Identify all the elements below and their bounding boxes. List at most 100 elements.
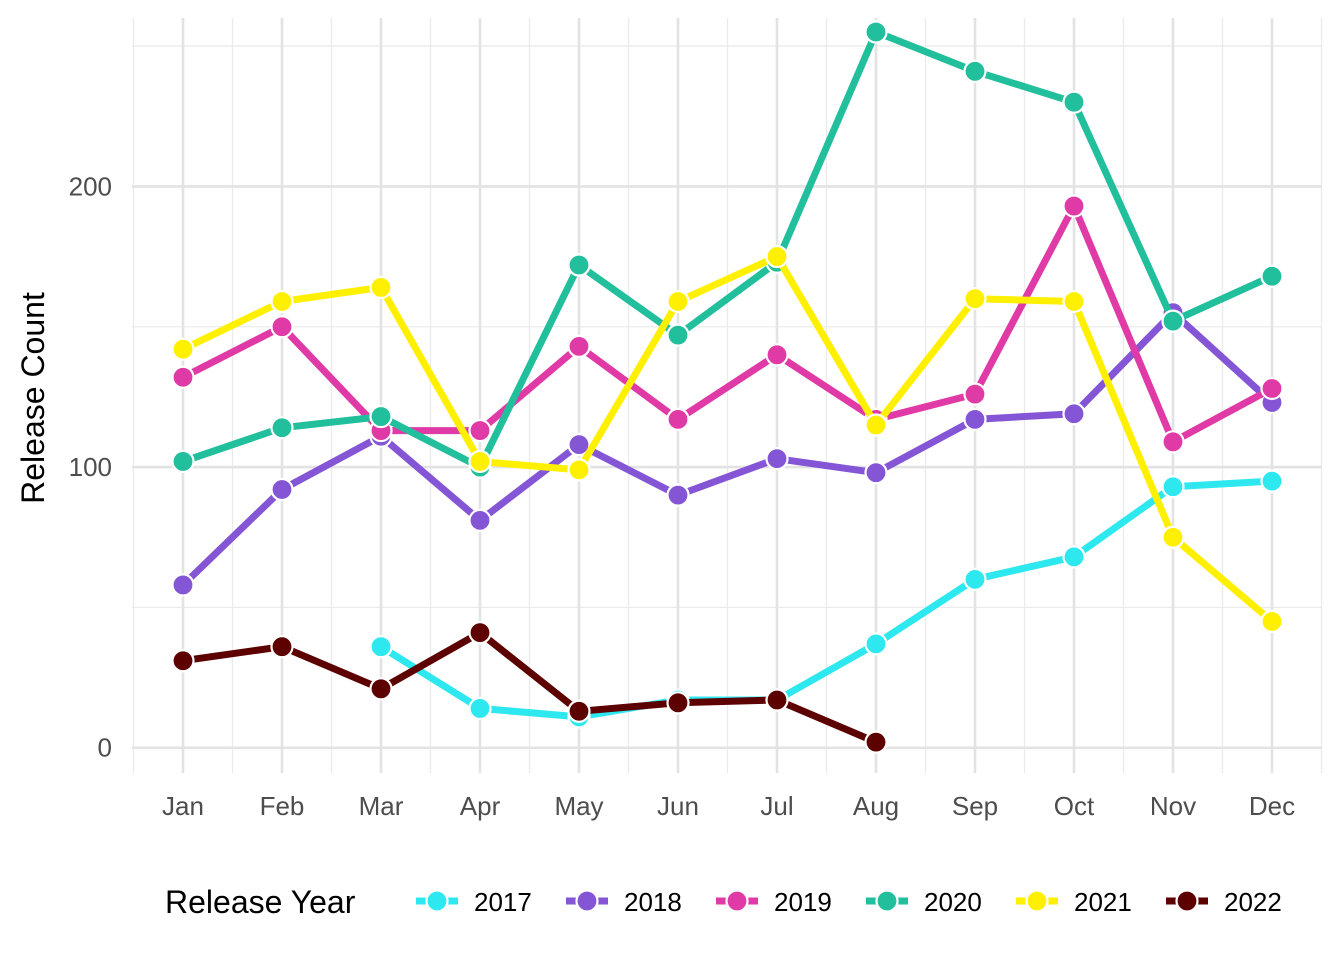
axes: Release Count 0 100 200 Jan Feb Mar Apr May Jun J… (15, 171, 1295, 821)
data-point-2021-Mar (369, 275, 393, 300)
y-tick-label: 0 (98, 733, 112, 763)
data-point-2020-Feb (270, 416, 294, 440)
data-point-2019-Jun (666, 407, 690, 431)
data-point-2017-Sep (963, 567, 987, 591)
data-point-2021-Nov (1161, 525, 1185, 549)
legend-item-2019: 2019 (716, 887, 832, 917)
data-point-2021-Jun (666, 289, 690, 314)
legend: Release Year 2017 2018 2019 2020 2021 2022 (165, 884, 1282, 920)
data-point-2019-Dec (1260, 376, 1284, 401)
data-point-2018-Jan (171, 573, 195, 597)
data-point-2019-Jan (171, 365, 195, 389)
data-point-2019-Oct (1062, 194, 1086, 218)
data-point-2021-Aug (864, 413, 888, 437)
legend-label: 2017 (474, 887, 532, 917)
series-line-2021 (181, 253, 1275, 625)
data-point-2018-Jun (666, 483, 690, 507)
legend-item-2021: 2021 (1016, 887, 1132, 917)
legend-label: 2020 (924, 887, 982, 917)
legend-item-2017: 2017 (416, 887, 532, 917)
x-tick-label: Jan (162, 791, 204, 821)
series-line-2019 (181, 202, 1274, 446)
data-point-2018-Aug (864, 461, 888, 485)
data-point-2017-Oct (1062, 545, 1086, 569)
data-point-2022-Apr (468, 621, 492, 645)
data-point-2021-Jan (171, 337, 195, 361)
data-point-2019-Feb (270, 315, 294, 339)
data-point-2018-Apr (468, 508, 492, 532)
series-line-2020 (181, 28, 1274, 471)
x-tick-label: Aug (853, 791, 899, 821)
legend-item-2022: 2022 (1166, 887, 1282, 917)
y-tick-label: 100 (69, 452, 112, 482)
data-point-2020-Jan (171, 449, 195, 474)
x-tick-label: Nov (1150, 791, 1196, 821)
series-line-2018 (180, 309, 1275, 588)
data-point-2019-May (567, 334, 591, 358)
series-2021 (171, 244, 1284, 634)
data-point-2021-Apr (468, 449, 492, 474)
data-point-2020-Sep (963, 59, 987, 83)
data-point-2021-Sep (963, 287, 987, 311)
y-tick-label: 200 (69, 171, 112, 201)
legend-label: 2018 (624, 887, 682, 917)
series-2022 (171, 621, 888, 754)
data-point-2018-Feb (270, 477, 294, 502)
data-point-2022-May (567, 699, 591, 723)
series-line-2017 (379, 477, 1273, 721)
data-point-2018-Sep (963, 407, 987, 431)
data-point-2022-Feb (270, 635, 294, 659)
data-point-2019-Sep (963, 382, 987, 406)
data-point-2018-May (567, 433, 591, 457)
data-point-2021-Feb (270, 289, 294, 314)
data-point-2017-Nov (1161, 475, 1185, 499)
x-tick-label: Feb (260, 791, 305, 821)
legend-title: Release Year (165, 884, 356, 920)
data-point-2020-Nov (1161, 309, 1185, 333)
data-point-2020-Mar (369, 404, 393, 429)
data-point-2017-Apr (468, 696, 492, 721)
legend-label: 2019 (774, 887, 832, 917)
data-point-2019-Nov (1161, 430, 1185, 454)
data-point-2018-Oct (1062, 402, 1086, 426)
data-point-2022-Jul (765, 688, 789, 712)
x-tick-label: Dec (1249, 791, 1295, 821)
data-point-2020-Aug (864, 20, 888, 44)
x-tick-label: Jun (657, 791, 699, 821)
data-point-2020-Oct (1062, 90, 1086, 114)
data-point-2020-Jun (666, 323, 690, 347)
data-point-2022-Jan (171, 649, 195, 673)
legend-key-point (1175, 889, 1199, 913)
series-line-2022 (182, 629, 878, 746)
data-point-2017-Dec (1260, 469, 1284, 493)
data-point-2017-Mar (369, 635, 393, 659)
data-point-2021-Dec (1260, 609, 1284, 634)
data-point-2022-Mar (369, 677, 393, 701)
legend-key-point (1025, 889, 1049, 913)
data-point-2019-Jul (765, 343, 789, 367)
legend-item-2020: 2020 (866, 887, 982, 917)
data-point-2020-Dec (1260, 264, 1284, 288)
data-point-2022-Aug (864, 730, 888, 754)
x-tick-label: Oct (1054, 791, 1095, 821)
data-point-2020-May (567, 253, 591, 277)
data-point-2019-Apr (468, 418, 492, 443)
data-point-2021-Jul (765, 244, 789, 269)
legend-key-point (725, 889, 749, 913)
y-axis-label: Release Count (15, 292, 51, 504)
legend-key-point (425, 889, 449, 913)
data-point-2022-Jun (666, 691, 690, 715)
data-point-2018-Jul (765, 447, 789, 471)
x-tick-label: Jul (760, 791, 793, 821)
legend-label: 2021 (1074, 887, 1132, 917)
x-tick-label: Mar (359, 791, 404, 821)
x-tick-label: Apr (460, 791, 501, 821)
x-tick-label: Sep (952, 791, 998, 821)
data-point-2021-May (567, 458, 591, 482)
legend-item-2018: 2018 (566, 887, 682, 917)
data-point-2021-Oct (1062, 289, 1086, 314)
legend-label: 2022 (1224, 887, 1282, 917)
x-tick-label: May (554, 791, 603, 821)
